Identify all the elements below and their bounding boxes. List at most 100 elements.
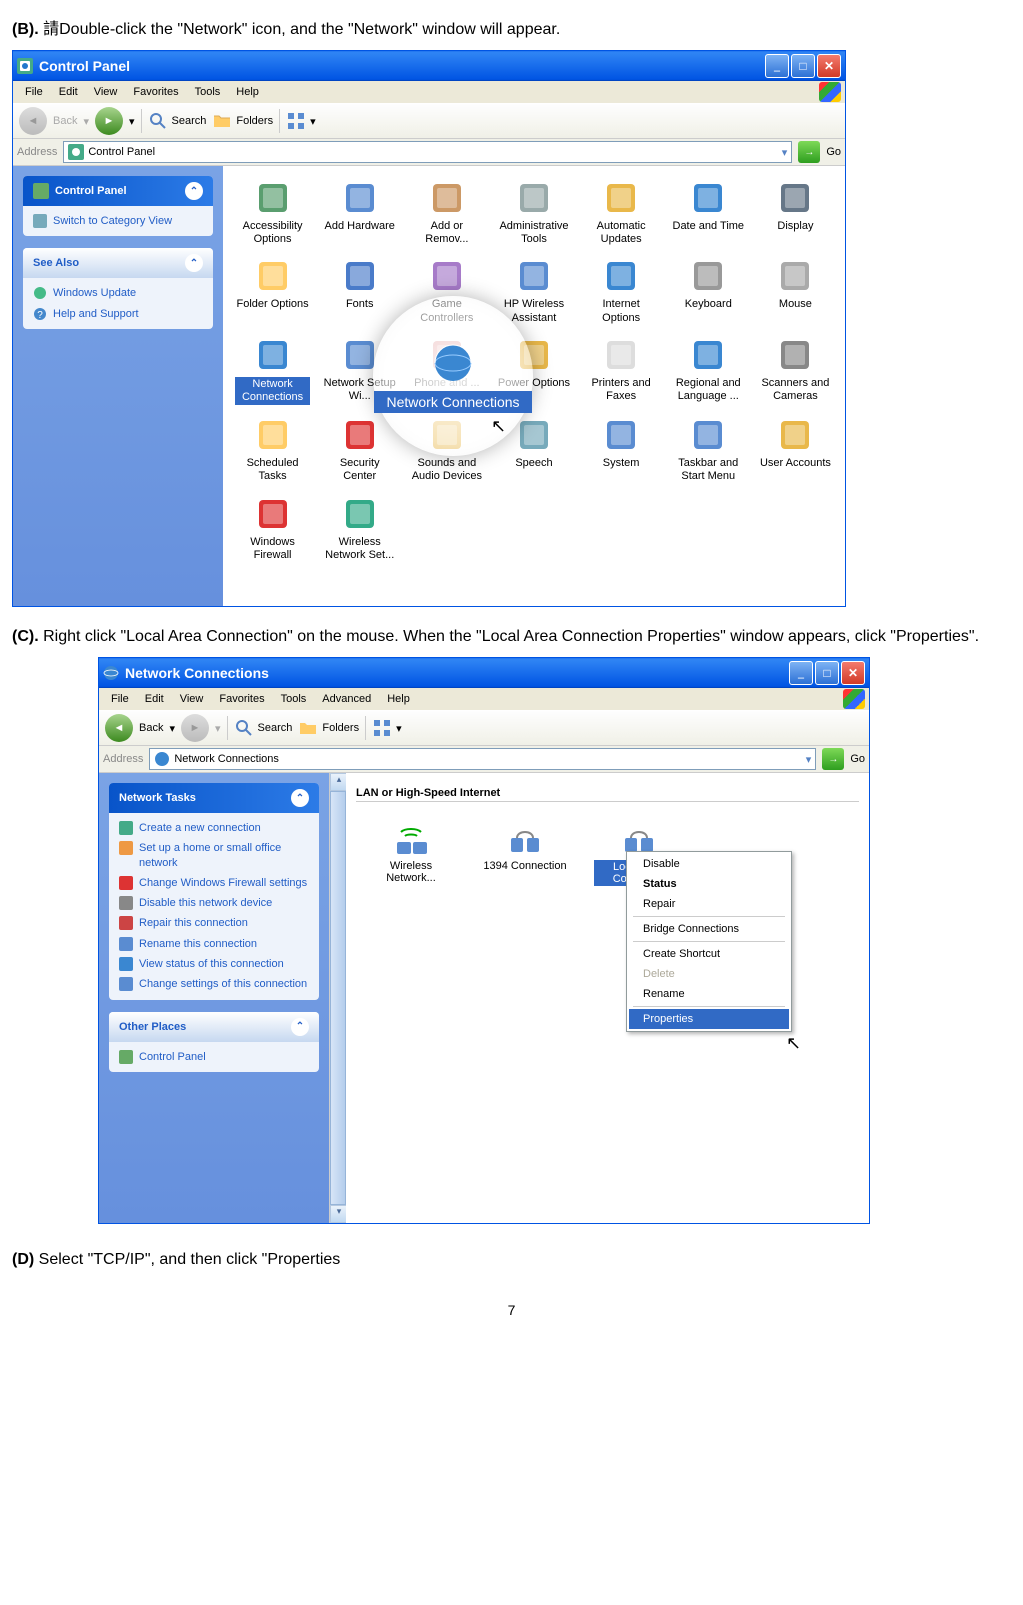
menu-edit[interactable]: Edit bbox=[51, 84, 86, 100]
menu-tools[interactable]: Tools bbox=[187, 84, 229, 100]
menu-file[interactable]: File bbox=[17, 84, 51, 100]
task-link[interactable]: Repair this connection bbox=[119, 916, 309, 930]
dropdown-icon[interactable]: ▾ bbox=[782, 146, 788, 159]
cp-item[interactable]: Keyboard bbox=[669, 254, 748, 328]
control-panel-link[interactable]: Control Panel bbox=[119, 1050, 309, 1064]
cp-item[interactable]: Wireless Network Set... bbox=[320, 492, 399, 566]
cp-item[interactable]: Scanners and Cameras bbox=[756, 333, 835, 409]
task-link[interactable]: Rename this connection bbox=[119, 937, 309, 951]
menu-view[interactable]: View bbox=[86, 84, 126, 100]
cp-item[interactable]: Regional and Language ... bbox=[669, 333, 748, 409]
close-button[interactable]: ✕ bbox=[841, 661, 865, 685]
menu-favorites[interactable]: Favorites bbox=[211, 691, 272, 707]
fwd-dropdown[interactable]: ▾ bbox=[215, 722, 221, 735]
collapse-icon[interactable]: ⌃ bbox=[291, 789, 309, 807]
views-button[interactable]: ▾ bbox=[286, 111, 316, 131]
cp-item[interactable]: Administrative Tools bbox=[494, 176, 573, 250]
search-button[interactable]: Search bbox=[148, 111, 207, 131]
cp-item[interactable]: User Accounts bbox=[756, 413, 835, 487]
minimize-button[interactable]: _ bbox=[765, 54, 789, 78]
cp-item[interactable]: Mouse bbox=[756, 254, 835, 328]
dropdown-icon[interactable]: ▾ bbox=[806, 753, 812, 766]
cp-item[interactable]: System bbox=[582, 413, 661, 487]
cm-rename[interactable]: Rename bbox=[629, 984, 789, 1004]
cm-delete[interactable]: Delete bbox=[629, 964, 789, 984]
menu-edit[interactable]: Edit bbox=[137, 691, 172, 707]
back-dropdown[interactable]: ▾ bbox=[169, 722, 175, 735]
close-button[interactable]: ✕ bbox=[817, 54, 841, 78]
go-button[interactable]: → bbox=[798, 141, 820, 163]
cp-item[interactable]: Printers and Faxes bbox=[582, 333, 661, 409]
cp-item[interactable]: Network Connections bbox=[233, 333, 312, 409]
switch-category-link[interactable]: Switch to Category View bbox=[33, 214, 203, 228]
search-icon bbox=[148, 111, 168, 131]
cm-bridge[interactable]: Bridge Connections bbox=[629, 919, 789, 939]
menu-file[interactable]: File bbox=[103, 691, 137, 707]
cm-shortcut[interactable]: Create Shortcut bbox=[629, 944, 789, 964]
menu-tools[interactable]: Tools bbox=[273, 691, 315, 707]
cp-item[interactable]: Automatic Updates bbox=[582, 176, 661, 250]
back-button[interactable]: ◄ bbox=[19, 107, 47, 135]
fwd-dropdown[interactable]: ▾ bbox=[129, 115, 135, 128]
forward-button[interactable]: ► bbox=[95, 107, 123, 135]
folders-button[interactable]: Folders bbox=[298, 718, 359, 738]
task-link[interactable]: Create a new connection bbox=[119, 821, 309, 835]
cp-item[interactable]: Accessibility Options bbox=[233, 176, 312, 250]
collapse-icon[interactable]: ⌃ bbox=[185, 254, 203, 272]
cp-item[interactable]: Folder Options bbox=[233, 254, 312, 328]
menu-help[interactable]: Help bbox=[228, 84, 267, 100]
cp-item[interactable]: Add Hardware bbox=[320, 176, 399, 250]
task-link[interactable]: Change settings of this connection bbox=[119, 977, 309, 991]
menu-favorites[interactable]: Favorites bbox=[125, 84, 186, 100]
cp-app-icon bbox=[603, 180, 639, 216]
go-button[interactable]: → bbox=[822, 748, 844, 770]
menu-view[interactable]: View bbox=[172, 691, 212, 707]
task-link[interactable]: Change Windows Firewall settings bbox=[119, 876, 309, 890]
1394-connection[interactable]: 1394 Connection bbox=[480, 820, 570, 886]
task-link[interactable]: Set up a home or small office network bbox=[119, 841, 309, 870]
titlebar[interactable]: Control Panel _ □ ✕ bbox=[13, 51, 845, 81]
restore-button[interactable]: □ bbox=[815, 661, 839, 685]
wireless-connection[interactable]: Wireless Network... bbox=[366, 820, 456, 886]
main-area: LAN or High-Speed Internet Wireless Netw… bbox=[346, 773, 869, 1223]
task-link[interactable]: Disable this network device bbox=[119, 896, 309, 910]
help-support-link[interactable]: ?Help and Support bbox=[33, 307, 203, 321]
menu-separator bbox=[633, 1006, 785, 1007]
search-button[interactable]: Search bbox=[234, 718, 293, 738]
forward-button[interactable]: ► bbox=[181, 714, 209, 742]
folders-button[interactable]: Folders bbox=[212, 111, 273, 131]
menu-advanced[interactable]: Advanced bbox=[314, 691, 379, 707]
cp-item[interactable]: Security Center bbox=[320, 413, 399, 487]
cp-item[interactable]: Fonts bbox=[320, 254, 399, 328]
cp-item[interactable]: Internet Options bbox=[582, 254, 661, 328]
address-input[interactable]: Control Panel ▾ bbox=[63, 141, 792, 163]
cm-status[interactable]: Status bbox=[629, 874, 789, 894]
minimize-button[interactable]: _ bbox=[789, 661, 813, 685]
menu-help[interactable]: Help bbox=[379, 691, 418, 707]
cp-item[interactable]: Windows Firewall bbox=[233, 492, 312, 566]
scroll-thumb[interactable] bbox=[330, 791, 346, 1205]
cp-item[interactable]: Date and Time bbox=[669, 176, 748, 250]
restore-button[interactable]: □ bbox=[791, 54, 815, 78]
cm-properties[interactable]: Properties bbox=[629, 1009, 789, 1029]
back-dropdown[interactable]: ▾ bbox=[83, 115, 89, 128]
collapse-icon[interactable]: ⌃ bbox=[291, 1018, 309, 1036]
panel-header[interactable]: See Also ⌃ bbox=[23, 248, 213, 278]
windows-update-link[interactable]: Windows Update bbox=[33, 286, 203, 300]
panel-header[interactable]: Control Panel ⌃ bbox=[23, 176, 213, 206]
address-input[interactable]: Network Connections ▾ bbox=[149, 748, 816, 770]
collapse-icon[interactable]: ⌃ bbox=[185, 182, 203, 200]
panel-header[interactable]: Network Tasks ⌃ bbox=[109, 783, 319, 813]
cp-item[interactable]: Display bbox=[756, 176, 835, 250]
panel-header[interactable]: Other Places ⌃ bbox=[109, 1012, 319, 1042]
cp-item[interactable]: Add or Remov... bbox=[407, 176, 486, 250]
cm-repair[interactable]: Repair bbox=[629, 894, 789, 914]
cp-item[interactable]: Taskbar and Start Menu bbox=[669, 413, 748, 487]
task-link[interactable]: View status of this connection bbox=[119, 957, 309, 971]
views-button[interactable]: ▾ bbox=[372, 718, 402, 738]
titlebar[interactable]: Network Connections _ □ ✕ bbox=[99, 658, 869, 688]
scrollbar[interactable]: ▴ ▾ bbox=[329, 773, 346, 1223]
cm-disable[interactable]: Disable bbox=[629, 854, 789, 874]
back-button[interactable]: ◄ bbox=[105, 714, 133, 742]
cp-item[interactable]: Scheduled Tasks bbox=[233, 413, 312, 487]
